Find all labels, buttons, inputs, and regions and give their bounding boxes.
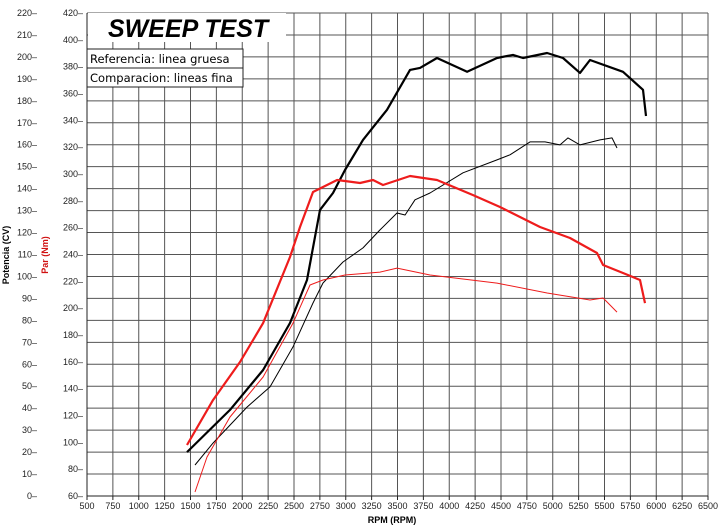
torque-tick-label: 340– — [63, 115, 83, 125]
axes: 500 750 1000 1250 1500 1750 2000 2250 2500 2750 30… — [17, 8, 718, 511]
x-tick-label: 3500 — [387, 501, 407, 511]
torque-tick-label: 60– — [68, 491, 83, 501]
chart-title: SWEEP TEST — [108, 15, 271, 43]
power-axis-title: Potencia (CV) — [1, 226, 11, 285]
power-tick-label: 190– — [17, 74, 37, 84]
power-tick-label: 40– — [22, 403, 37, 413]
torque-tick-label: 280– — [63, 196, 83, 206]
power-tick-label: 220– — [17, 8, 37, 18]
grid — [86, 12, 709, 497]
torque-tick-label: 260– — [63, 223, 83, 233]
x-axis-title: RPM (RPM) — [368, 515, 417, 525]
x-tick-label: 5000 — [543, 501, 563, 511]
power-tick-label: 180– — [17, 96, 37, 106]
x-tick-label: 6000 — [646, 501, 666, 511]
torque-reference-line — [186, 174, 647, 446]
torque-axis-title: Par (Nm) — [40, 236, 50, 274]
power-tick-label: 30– — [22, 425, 37, 435]
legend-reference: Referencia: linea gruesa — [90, 52, 230, 66]
torque-tick-label: 100– — [63, 437, 83, 447]
torque-tick-label: 120– — [63, 411, 83, 421]
power-tick-label: 160– — [17, 140, 37, 150]
torque-tick-label: 180– — [63, 330, 83, 340]
x-tick-label: 3750 — [413, 501, 433, 511]
x-tick-label: 1750 — [206, 501, 226, 511]
torque-tick-label: 320– — [63, 142, 83, 152]
x-tick-label: 2500 — [284, 501, 304, 511]
power-tick-label: 100– — [17, 271, 37, 281]
x-tick-label: 5500 — [594, 501, 614, 511]
power-tick-label: 210– — [17, 30, 37, 40]
power-tick-label: 10– — [22, 469, 37, 479]
x-tick-label: 4250 — [465, 501, 485, 511]
torque-tick-label: 380– — [63, 62, 83, 72]
series-lines — [186, 51, 648, 493]
x-tick-label: 1000 — [129, 501, 149, 511]
torque-tick-label: 400– — [63, 35, 83, 45]
x-tick-label: 4750 — [517, 501, 537, 511]
power-tick-label: 120– — [17, 228, 37, 238]
power-tick-label: 150– — [17, 162, 37, 172]
power-tick-label: 90– — [22, 293, 37, 303]
power-tick-label: 60– — [22, 359, 37, 369]
x-tick-label: 2750 — [310, 501, 330, 511]
x-tick-label: 2250 — [258, 501, 278, 511]
power-comparison-line — [194, 137, 618, 466]
power-tick-label: 200– — [17, 52, 37, 62]
x-tick-label: 3250 — [362, 501, 382, 511]
x-tick-label: 6250 — [672, 501, 692, 511]
power-tick-label: 70– — [22, 337, 37, 347]
power-tick-label: 170– — [17, 118, 37, 128]
x-tick-label: 3000 — [336, 501, 356, 511]
x-tick-label: 5250 — [569, 501, 589, 511]
x-tick-label: 4000 — [439, 501, 459, 511]
x-tick-label: 5750 — [620, 501, 640, 511]
power-tick-label: 50– — [22, 381, 37, 391]
power-tick-label: 140– — [17, 184, 37, 194]
power-tick-label: 130– — [17, 206, 37, 216]
torque-tick-label: 80– — [68, 464, 83, 474]
torque-tick-label: 300– — [63, 169, 83, 179]
legend: Referencia: linea gruesa Comparacion: li… — [86, 48, 244, 88]
x-tick-label: 1250 — [155, 501, 175, 511]
torque-comparison-line — [194, 267, 618, 493]
x-tick-label: 4500 — [491, 501, 511, 511]
power-reference-line — [186, 51, 648, 453]
title-box: SWEEP TEST — [88, 13, 286, 43]
x-tick-label: 2000 — [232, 501, 252, 511]
x-tick-label: 1500 — [180, 501, 200, 511]
torque-tick-label: 200– — [63, 303, 83, 313]
x-tick-label: 750 — [105, 501, 120, 511]
torque-tick-label: 160– — [63, 357, 83, 367]
power-tick-label: 80– — [22, 315, 37, 325]
power-tick-label: 20– — [22, 447, 37, 457]
power-tick-label: 0– — [27, 491, 37, 501]
x-tick-label: 500 — [79, 501, 94, 511]
torque-tick-label: 220– — [63, 276, 83, 286]
torque-tick-label: 420– — [63, 8, 83, 18]
x-tick-label: 6500 — [698, 501, 718, 511]
legend-comparison: Comparacion: lineas fina — [90, 71, 233, 85]
torque-tick-label: 240– — [63, 250, 83, 260]
torque-tick-label: 140– — [63, 384, 83, 394]
torque-tick-label: 360– — [63, 89, 83, 99]
power-tick-label: 110– — [18, 250, 37, 260]
